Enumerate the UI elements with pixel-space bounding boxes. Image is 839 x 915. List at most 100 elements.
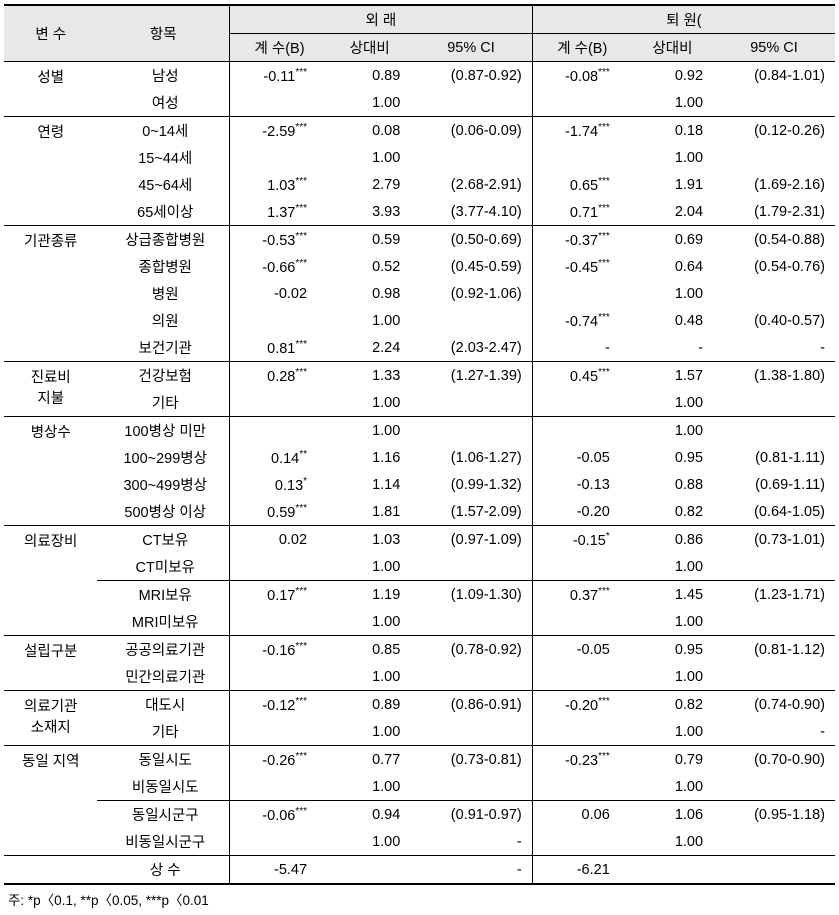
item-label: 비동일시군구 <box>97 828 229 856</box>
table-row: 비동일시군구1.00-1.00 <box>4 828 835 856</box>
coef-cell: 0.71*** <box>532 198 632 226</box>
coef-cell <box>230 89 330 117</box>
ci-cell <box>410 773 532 801</box>
ci-cell <box>410 553 532 581</box>
coef-cell: 1.37*** <box>230 198 330 226</box>
ci-cell: (0.86-0.91) <box>410 691 532 719</box>
table-row: 연령0~14세-2.59***0.08(0.06-0.09)-1.74***0.… <box>4 117 835 145</box>
table-row: 500병상 이상0.59***1.81(1.57-2.09)-0.200.82(… <box>4 498 835 526</box>
ci-cell: (0.81-1.11) <box>713 444 835 471</box>
ci-cell: - <box>713 334 835 362</box>
coef-cell: -0.15* <box>532 526 632 554</box>
rr-cell: 0.95 <box>632 444 713 471</box>
coef-cell <box>230 663 330 691</box>
coef-cell <box>532 280 632 307</box>
ci-cell: (0.69-1.11) <box>713 471 835 498</box>
rr-cell: 1.00 <box>632 663 713 691</box>
table-row: 기타1.001.00 <box>4 389 835 417</box>
rr-cell: 2.04 <box>632 198 713 226</box>
ci-cell <box>713 144 835 171</box>
table-row: 45~64세1.03***2.79(2.68-2.91)0.65***1.91(… <box>4 171 835 198</box>
ci-cell <box>410 663 532 691</box>
coef-cell: 0.81*** <box>230 334 330 362</box>
ci-cell: (1.79-2.31) <box>713 198 835 226</box>
head-coef-d: 계 수(B) <box>532 34 632 62</box>
item-label: 보건기관 <box>97 334 229 362</box>
rr-cell: 0.89 <box>329 691 410 719</box>
coef-cell: -0.11*** <box>230 62 330 90</box>
table-row: 15~44세1.001.00 <box>4 144 835 171</box>
item-label: 100병상 미만 <box>97 417 229 445</box>
rr-cell: 1.00 <box>632 417 713 445</box>
rr-cell: 0.82 <box>632 691 713 719</box>
coef-cell: -0.02 <box>230 280 330 307</box>
item-label: 동일시군구 <box>97 801 229 829</box>
head-item: 항목 <box>97 5 229 62</box>
stats-table: 변 수 항목 외 래 퇴 원( 계 수(B) 상대비 95% CI 계 수(B)… <box>4 4 835 885</box>
ci-cell <box>410 608 532 636</box>
table-row: CT미보유1.001.00 <box>4 553 835 581</box>
rr-cell: 0.86 <box>632 526 713 554</box>
rr-cell: 1.00 <box>632 389 713 417</box>
coef-cell: -5.47 <box>230 856 330 885</box>
ci-cell <box>713 663 835 691</box>
ci-cell <box>713 89 835 117</box>
rr-cell: 1.06 <box>632 801 713 829</box>
item-label: 65세이상 <box>97 198 229 226</box>
coef-cell <box>230 417 330 445</box>
rr-cell: 3.93 <box>329 198 410 226</box>
head-coef: 계 수(B) <box>230 34 330 62</box>
item-label: 의원 <box>97 307 229 334</box>
rr-cell: 1.00 <box>632 828 713 856</box>
ci-cell: (0.91-0.97) <box>410 801 532 829</box>
coef-cell: -0.23*** <box>532 746 632 774</box>
rr-cell: 0.52 <box>329 253 410 280</box>
ci-cell <box>713 856 835 885</box>
coef-cell <box>532 417 632 445</box>
coef-cell <box>230 144 330 171</box>
ci-cell <box>713 828 835 856</box>
ci-cell <box>410 89 532 117</box>
rr-cell: 0.94 <box>329 801 410 829</box>
ci-cell <box>410 417 532 445</box>
table-row: 기타1.001.00- <box>4 718 835 746</box>
ci-cell <box>713 553 835 581</box>
ci-cell: (1.06-1.27) <box>410 444 532 471</box>
item-label: 종합병원 <box>97 253 229 280</box>
item-label: 민간의료기관 <box>97 663 229 691</box>
rr-cell: 1.00 <box>329 718 410 746</box>
table-row: 의원1.00-0.74***0.48(0.40-0.57) <box>4 307 835 334</box>
head-rr: 상대비 <box>329 34 410 62</box>
ci-cell: (0.73-1.01) <box>713 526 835 554</box>
coef-cell: -0.26*** <box>230 746 330 774</box>
rr-cell: 1.00 <box>632 718 713 746</box>
ci-cell: (0.40-0.57) <box>713 307 835 334</box>
table-row: 성별남성-0.11***0.89(0.87-0.92)-0.08***0.92(… <box>4 62 835 90</box>
item-label: 100~299병상 <box>97 444 229 471</box>
ci-cell <box>713 280 835 307</box>
rr-cell: 0.79 <box>632 746 713 774</box>
head-rr-d: 상대비 <box>632 34 713 62</box>
table-row: 병원-0.020.98(0.92-1.06)1.00 <box>4 280 835 307</box>
coef-cell: -0.20*** <box>532 691 632 719</box>
var-label: 성별 <box>4 62 97 117</box>
coef-cell: 0.45*** <box>532 362 632 390</box>
ci-cell: (0.06-0.09) <box>410 117 532 145</box>
coef-cell: -0.53*** <box>230 226 330 254</box>
item-label: 300~499병상 <box>97 471 229 498</box>
ci-cell: (0.87-0.92) <box>410 62 532 90</box>
ci-cell: (0.97-1.09) <box>410 526 532 554</box>
ci-cell: (3.77-4.10) <box>410 198 532 226</box>
rr-cell: 0.08 <box>329 117 410 145</box>
var-label <box>4 856 97 885</box>
rr-cell: 1.00 <box>632 773 713 801</box>
item-label: 500병상 이상 <box>97 498 229 526</box>
coef-cell <box>532 608 632 636</box>
table-row: 의료장비CT보유0.021.03(0.97-1.09)-0.15*0.86(0.… <box>4 526 835 554</box>
rr-cell: 0.69 <box>632 226 713 254</box>
coef-cell: -1.74*** <box>532 117 632 145</box>
rr-cell <box>329 856 410 885</box>
coef-cell: 0.37*** <box>532 581 632 609</box>
item-label: 0~14세 <box>97 117 229 145</box>
coef-cell <box>532 144 632 171</box>
